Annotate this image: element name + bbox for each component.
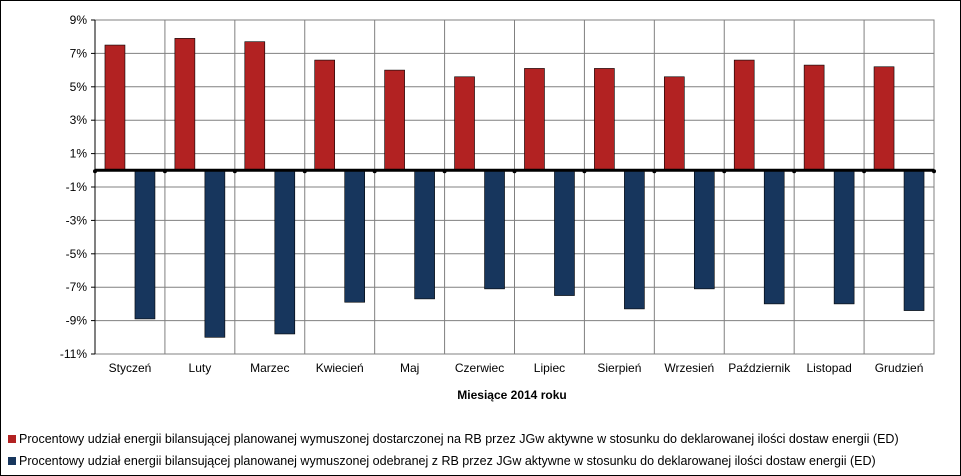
y-tick-label: -9% (66, 314, 88, 328)
zero-axis-tick (372, 169, 377, 174)
bar-received-maj (414, 170, 435, 300)
zero-axis-tick (162, 169, 167, 174)
bar-delivered-maj (384, 69, 405, 171)
x-tick-label: Wrzesień (664, 361, 714, 375)
x-tick-label: Sierpień (597, 361, 641, 375)
zero-axis-tick (582, 169, 587, 174)
bar-received-październik (763, 170, 785, 305)
bar-received-grudzień (903, 170, 925, 311)
x-tick-label: Listopad (806, 361, 851, 375)
x-tick-labels: Styczeń Luty Marzec Kwiecień Maj Czerwiec Lipi… (109, 361, 924, 375)
bar-delivered-luty (174, 38, 196, 171)
zero-axis-tick (232, 169, 237, 174)
legend-label-delivered: Procentowy udział energii bilansującej p… (19, 432, 899, 446)
x-tick-label: Marzec (250, 361, 289, 375)
zero-axis-tick (442, 169, 447, 174)
bar-delivered-listopad (803, 64, 825, 171)
y-tick-label: -7% (66, 280, 88, 294)
zero-axis-tick (862, 169, 867, 174)
bar-received-luty (204, 170, 226, 338)
y-tick-label: 3% (70, 113, 88, 127)
zero-axis-tick (792, 169, 797, 174)
bars (104, 38, 925, 338)
y-tick-label: -11% (60, 347, 87, 361)
bar-delivered-październik (733, 59, 755, 171)
legend-swatch-delivered (8, 435, 16, 443)
x-tick-label: Maj (400, 361, 419, 375)
bar-delivered-czerwiec (454, 76, 475, 171)
legend-item-delivered: Procentowy udział energii bilansującej p… (8, 428, 899, 450)
x-tick-label: Kwiecień (316, 361, 364, 375)
bar-delivered-marzec (244, 41, 266, 171)
legend-label-received: Procentowy udział energii bilansującej p… (19, 454, 876, 468)
zero-axis-tick (302, 169, 307, 174)
bar-received-wrzesień (693, 170, 715, 290)
y-tick-label: -5% (66, 247, 88, 261)
x-tick-label: Październik (728, 361, 791, 375)
x-axis-title: Miesiące 2014 roku (457, 388, 566, 402)
bar-received-czerwiec (484, 170, 505, 290)
y-tick-label: 1% (70, 147, 88, 161)
bar-delivered-kwiecień (314, 59, 336, 171)
y-tick-labels: 9% 7% 5% 3% 1% -1% -3% -5% -7% -9% -11% (60, 13, 87, 361)
axes (91, 19, 936, 355)
x-tick-label: Styczeń (109, 361, 152, 375)
y-tick-label: 5% (70, 80, 88, 94)
bar-received-lipiec (554, 170, 575, 296)
x-tick-label: Luty (189, 361, 212, 375)
bar-received-listopad (833, 170, 855, 305)
y-tick-label: 7% (70, 46, 88, 60)
legend-item-received: Procentowy udział energii bilansującej p… (8, 450, 899, 472)
x-tick-label: Czerwiec (455, 361, 504, 375)
bar-delivered-wrzesień (663, 76, 685, 171)
bar-delivered-lipiec (524, 68, 545, 171)
zero-axis-tick (652, 169, 657, 174)
bar-received-styczeń (134, 170, 156, 320)
bar-received-kwiecień (344, 170, 366, 303)
zero-axis-tick (512, 169, 517, 174)
grid-lines (94, 19, 935, 355)
x-tick-label: Lipiec (534, 361, 565, 375)
legend: Procentowy udział energii bilansującej p… (8, 428, 899, 472)
bar-delivered-styczeń (104, 44, 126, 171)
bar-received-sierpień (624, 170, 645, 310)
bar-delivered-grudzień (873, 66, 895, 171)
x-tick-label: Grudzień (875, 361, 924, 375)
bar-received-marzec (274, 170, 296, 335)
y-tick-label: -1% (66, 180, 88, 194)
y-tick-label: 9% (70, 13, 88, 27)
y-tick-label: -3% (66, 213, 88, 227)
zero-axis-tick (932, 169, 936, 174)
zero-axis-tick (722, 169, 727, 174)
bar-delivered-sierpień (594, 68, 615, 171)
legend-swatch-received (8, 457, 16, 465)
